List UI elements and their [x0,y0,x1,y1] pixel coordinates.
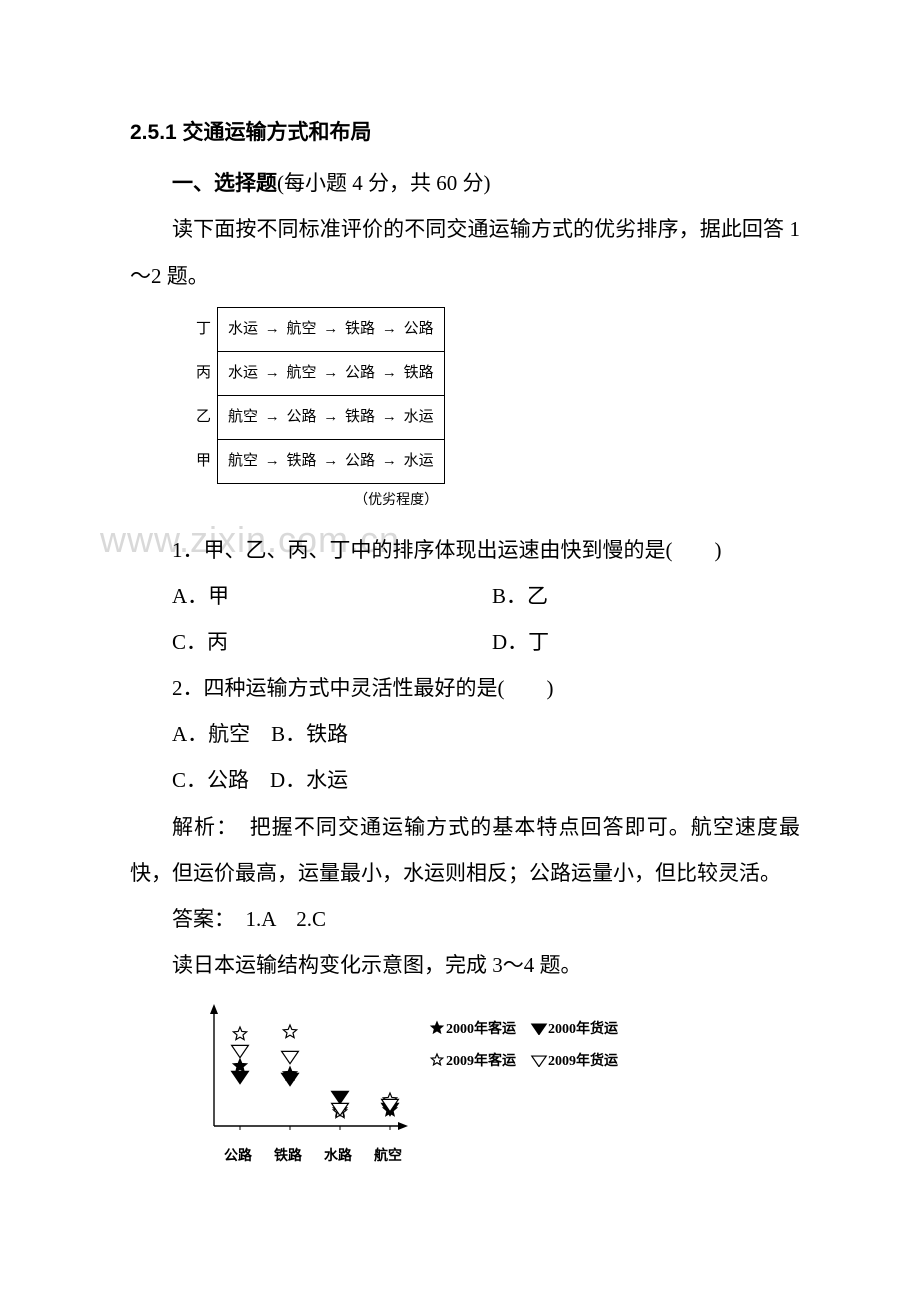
q2-option-a: A．航空 [172,722,250,746]
answer-line: 答案： 1.A 2.C [130,896,800,942]
explanation-text: 把握不同交通运输方式的基本特点回答即可。航空速度最快，但运价最高，运量最小，水运… [130,815,800,885]
question-2-options-row2: C．公路 D．水运 [130,757,800,803]
ranking-table-figure: 丁水运 → 航空 → 铁路 → 公路丙水运 → 航空 → 公路 → 铁路乙航空 … [190,307,800,519]
rank-row-label: 甲 [190,439,218,483]
chart-x-label: 水路 [324,1142,374,1173]
chart-x-axis-labels: 公路铁路水路航空 [190,1142,800,1173]
q1-option-b: B．乙 [450,573,770,619]
chart-legend: 2000年客运 2000年货运 2009年客运 2009年货运 [428,1016,632,1080]
q2-option-d: D．水运 [270,768,348,792]
q2-option-b: B．铁路 [271,722,348,746]
chart-x-label: 铁路 [274,1142,324,1173]
explanation-paragraph: 解析： 把握不同交通运输方式的基本特点回答即可。航空速度最快，但运价最高，运量最… [130,804,800,896]
question-1-text: 1．甲、乙、丙、丁中的排序体现出运速由快到慢的是( ) [130,527,800,573]
chart-x-label: 航空 [374,1142,424,1173]
answer-text: 1.A 2.C [225,907,327,931]
rank-row-label: 丁 [190,307,218,351]
q1-option-c: C．丙 [130,619,450,665]
rank-row-label: 乙 [190,395,218,439]
rank-metric-label: （优劣程度） [218,483,445,518]
subsection-line: 一、选择题(每小题 4 分，共 60 分) [130,160,800,206]
question-2-options-row1: A．航空 B．铁路 [130,711,800,757]
rank-row-sequence: 水运 → 航空 → 铁路 → 公路 [218,307,445,351]
subsection-tail: (每小题 4 分，共 60 分) [277,171,491,195]
intro-paragraph: 读下面按不同标准评价的不同交通运输方式的优劣排序，据此回答 1～2 题。 [130,206,800,298]
chart-figure: 2000年客运 2000年货运 2009年客运 2009年货运 公路铁路水路航空 [190,998,800,1173]
q2-option-c: C．公路 [172,768,249,792]
rank-row-sequence: 航空 → 公路 → 铁路 → 水运 [218,395,445,439]
explanation-label: 解析： [172,815,228,839]
question-1-options-row1: A．甲 B．乙 [130,573,800,619]
section-heading: 2.5.1 交通运输方式和布局 [130,110,800,156]
question-1-options-row2: C．丙 D．丁 [130,619,800,665]
q1-option-a: A．甲 [130,573,450,619]
chart-legend-row: 2009年客运 2009年货运 [428,1048,632,1076]
q1-option-d: D．丁 [450,619,770,665]
intro-2-paragraph: 读日本运输结构变化示意图，完成 3～4 题。 [130,942,800,988]
chart-x-label: 公路 [224,1142,274,1173]
rank-row-sequence: 航空 → 铁路 → 公路 → 水运 [218,439,445,483]
chart-svg [190,998,410,1138]
rank-row-sequence: 水运 → 航空 → 公路 → 铁路 [218,351,445,395]
subsection-label: 一、选择题 [172,171,277,195]
answer-label: 答案： [172,907,225,931]
chart-legend-row: 2000年客运 2000年货运 [428,1016,632,1044]
rank-row-label: 丙 [190,351,218,395]
question-2-text: 2．四种运输方式中灵活性最好的是( ) [130,665,800,711]
